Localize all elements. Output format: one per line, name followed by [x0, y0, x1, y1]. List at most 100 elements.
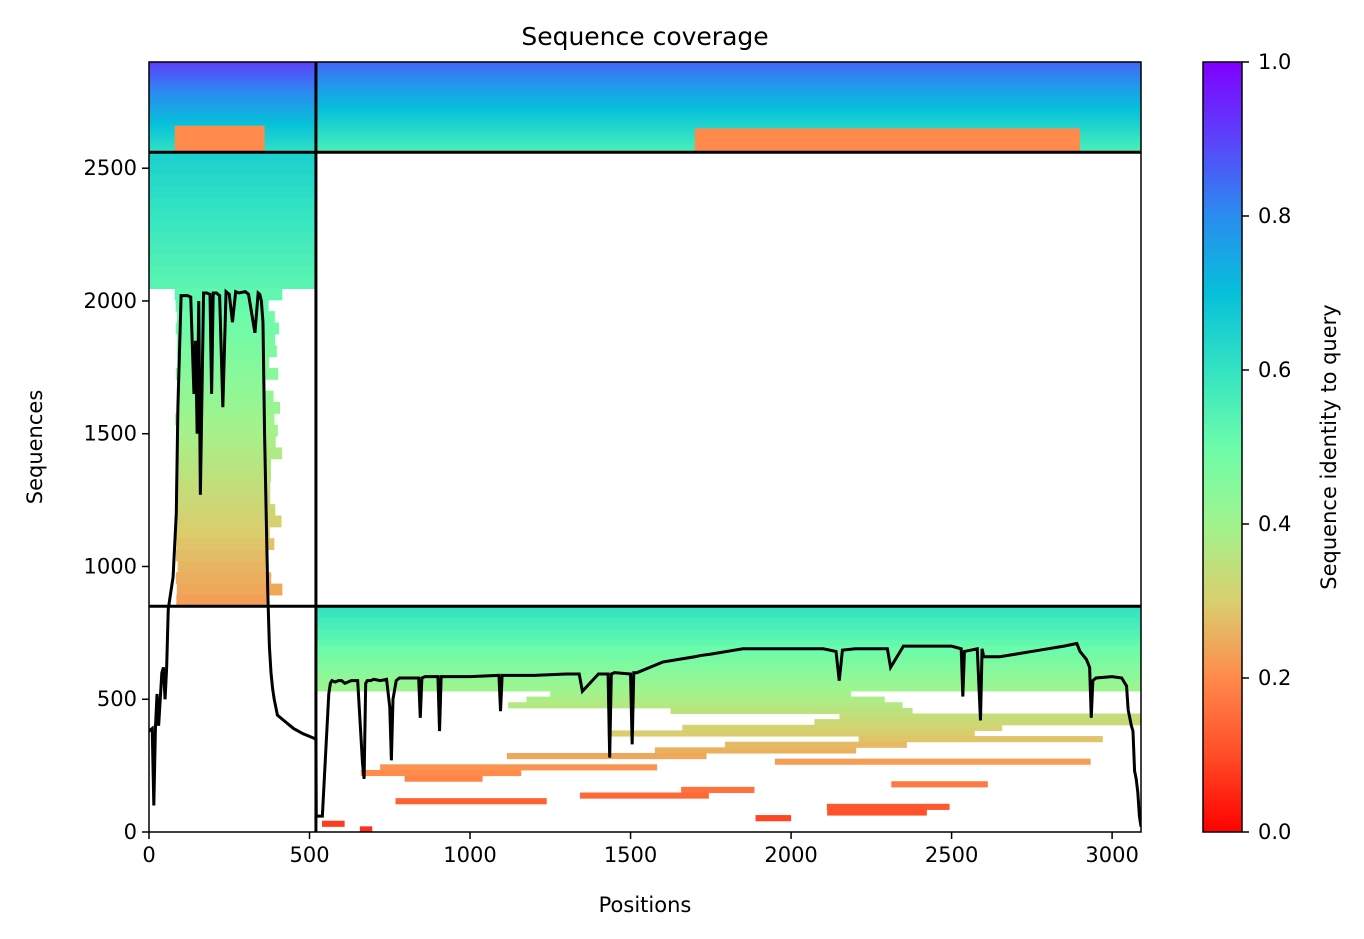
heatmap-band [149, 82, 316, 86]
heatmap-band [858, 736, 1103, 743]
heatmap-band [508, 702, 903, 709]
heatmap-band [149, 75, 316, 79]
heatmap-band [315, 662, 1141, 669]
heatmap-band [149, 95, 316, 99]
heatmap-band [176, 594, 268, 607]
heatmap-band [177, 515, 282, 528]
heatmap-band [315, 100, 1141, 104]
heatmap-band [149, 265, 316, 278]
y-tick-label: 1500 [84, 422, 137, 446]
heatmap-band [315, 611, 1141, 619]
heatmap-band [149, 71, 316, 74]
heatmap-band [315, 685, 1141, 692]
heatmap-band [149, 86, 316, 90]
y-axis-label: Sequences [23, 390, 47, 505]
heatmap-band [176, 549, 269, 562]
heatmap-band [176, 390, 274, 403]
x-tick-label: 1000 [443, 843, 496, 867]
heatmap-band [149, 209, 316, 221]
heatmap-band [149, 107, 316, 110]
heatmap-band [175, 367, 279, 380]
heatmap-band [550, 690, 852, 698]
heatmap-band [149, 254, 316, 267]
heatmap-band [149, 113, 316, 117]
heatmap-low-identity [694, 128, 1081, 153]
y-tick-label: 0 [124, 820, 137, 844]
heatmap-band [149, 89, 316, 92]
x-tick-label: 0 [142, 843, 155, 867]
heatmap-band [404, 775, 483, 782]
heatmap-band [839, 713, 1141, 720]
heatmap-band [149, 152, 316, 165]
heatmap-band [175, 322, 280, 335]
plot-frame [148, 61, 1142, 833]
heatmap-band [149, 163, 316, 176]
heatmap-band [177, 470, 271, 482]
heatmap-band [315, 68, 1141, 72]
heatmap-band [315, 102, 1141, 106]
heatmap-band [149, 277, 316, 289]
y-tick-label: 2500 [84, 156, 137, 180]
heatmap-band [315, 657, 1141, 664]
heatmap-band [149, 84, 316, 88]
heatmap-band [149, 100, 316, 104]
heatmap-band [315, 679, 1141, 686]
y-tick-label: 1000 [84, 554, 137, 578]
heatmap-band [670, 707, 913, 715]
heatmap-band [315, 104, 1141, 108]
heatmap-band [359, 826, 373, 832]
heatmap-band [315, 107, 1141, 110]
heatmap-band [175, 458, 272, 471]
x-tick-label: 2500 [925, 843, 978, 867]
heatmap-band [315, 623, 1141, 630]
heatmap-band [315, 93, 1141, 97]
heatmap-band [315, 125, 1141, 128]
heatmap-band [149, 62, 316, 65]
colorbar-tick-label: 0.0 [1258, 820, 1291, 844]
heatmap-band [315, 674, 1141, 681]
heatmap-band [149, 231, 316, 244]
heatmap-band [682, 724, 1003, 731]
colorbar-tick-label: 0.2 [1258, 666, 1291, 690]
heatmap-band [826, 803, 950, 810]
x-axis: 0 500 1000 1500 2000 2500 3000 [142, 832, 1139, 867]
heatmap-band [315, 634, 1141, 641]
y-tick-label: 500 [97, 687, 137, 711]
heatmap-band [149, 93, 316, 97]
heatmap-band [827, 809, 927, 816]
colorbar-label: Sequence identity to query [1317, 304, 1341, 589]
heatmap-band [315, 84, 1141, 88]
colorbar-tick-label: 0.6 [1258, 358, 1291, 382]
heatmap-band [315, 66, 1141, 70]
heatmap-band [175, 481, 271, 494]
heatmap-band [315, 89, 1141, 92]
heatmap-band [149, 186, 316, 199]
x-tick-label: 3000 [1085, 843, 1138, 867]
heatmap-band [149, 197, 316, 210]
heatmap-band [177, 447, 283, 460]
heatmap-band [774, 758, 1091, 765]
heatmap-band [360, 769, 522, 777]
heatmap-band [315, 98, 1141, 101]
heatmap-band [654, 747, 857, 754]
heatmap-band [176, 538, 275, 551]
heatmap-band [315, 617, 1141, 624]
heatmap-band [149, 73, 316, 77]
heatmap-band [891, 781, 988, 788]
heatmap-band [149, 122, 316, 126]
heatmap-band [315, 645, 1141, 652]
heatmap-band [149, 80, 316, 83]
heatmap-band [607, 730, 975, 737]
heatmap-band [315, 95, 1141, 99]
heatmap-band [395, 798, 547, 805]
colorbar-tick-label: 0.8 [1258, 204, 1291, 228]
colorbar-tick-label: 0.4 [1258, 512, 1291, 536]
heatmap-band [315, 109, 1141, 113]
heatmap-band [149, 109, 316, 113]
heatmap-band [177, 424, 278, 437]
heatmap-band [315, 64, 1141, 68]
heatmap-band [149, 111, 316, 115]
heatmap-band [315, 113, 1141, 117]
chart-title: Sequence coverage [521, 22, 768, 51]
heatmap-band [315, 75, 1141, 79]
